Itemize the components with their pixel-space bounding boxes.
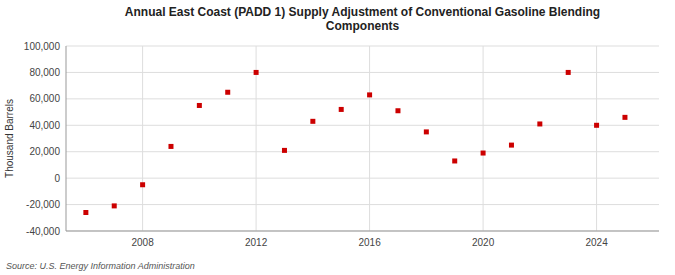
point bbox=[452, 158, 457, 163]
y-grid-line bbox=[66, 231, 659, 232]
x-axis-line bbox=[66, 231, 659, 232]
y-grid-line bbox=[66, 98, 659, 99]
y-grid-line bbox=[66, 204, 659, 205]
point bbox=[481, 151, 486, 156]
x-grid-line bbox=[596, 46, 597, 231]
x-grid-line bbox=[483, 46, 484, 231]
point bbox=[140, 182, 145, 187]
y-grid-line bbox=[66, 178, 659, 179]
point bbox=[310, 119, 315, 124]
y-tick-label: -40,000 bbox=[26, 226, 60, 237]
point bbox=[537, 121, 542, 126]
y-tick-label: 60,000 bbox=[29, 93, 60, 104]
y-tick-label: 40,000 bbox=[29, 120, 60, 131]
point bbox=[112, 203, 117, 208]
point bbox=[168, 144, 173, 149]
point bbox=[594, 123, 599, 128]
y-axis-line bbox=[66, 46, 67, 231]
point bbox=[254, 70, 259, 75]
y-grid-line bbox=[66, 46, 659, 47]
y-tick-label: -20,000 bbox=[26, 199, 60, 210]
source-note: Source: U.S. Energy Information Administ… bbox=[6, 261, 195, 271]
chart-container: Annual East Coast (PADD 1) Supply Adjust… bbox=[0, 0, 675, 275]
point bbox=[622, 115, 627, 120]
y-tick-label: 80,000 bbox=[29, 67, 60, 78]
y-tick-label: 20,000 bbox=[29, 146, 60, 157]
point bbox=[225, 90, 230, 95]
point bbox=[424, 129, 429, 134]
x-grid-line bbox=[142, 46, 143, 231]
x-tick-label: 2020 bbox=[472, 237, 495, 248]
y-grid-line bbox=[66, 125, 659, 126]
x-grid-line bbox=[369, 46, 370, 231]
y-axis-label: Thousand Barrels bbox=[4, 99, 15, 178]
point bbox=[197, 103, 202, 108]
y-tick-label: 0 bbox=[54, 173, 60, 184]
chart-svg: Annual East Coast (PADD 1) Supply Adjust… bbox=[0, 0, 675, 275]
y-axis: -40,000 -20,000 0 20,000 40,000 60,000 80,000 1… bbox=[24, 41, 66, 237]
grid bbox=[66, 46, 659, 231]
y-grid-line bbox=[66, 151, 659, 152]
point bbox=[566, 70, 571, 75]
x-tick-label: 2008 bbox=[131, 237, 154, 248]
point bbox=[282, 148, 287, 153]
chart-title: Annual East Coast (PADD 1) Supply Adjust… bbox=[125, 5, 600, 33]
points bbox=[83, 70, 627, 215]
point bbox=[339, 107, 344, 112]
point bbox=[395, 108, 400, 113]
x-tick-label: 2012 bbox=[245, 237, 268, 248]
x-tick-label: 2024 bbox=[585, 237, 608, 248]
point bbox=[83, 210, 88, 215]
x-axis: 2008 2012 2016 2020 2024 bbox=[66, 231, 659, 248]
point bbox=[367, 92, 372, 97]
y-tick-label: 100,000 bbox=[24, 41, 61, 52]
point bbox=[509, 143, 514, 148]
x-tick-label: 2016 bbox=[358, 237, 381, 248]
